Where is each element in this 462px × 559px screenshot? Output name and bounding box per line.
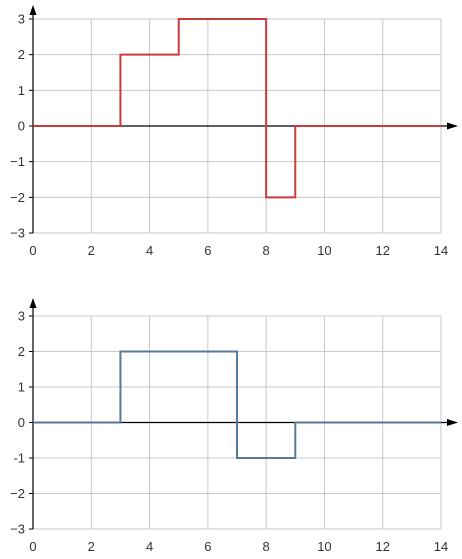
y-tick-label: 2 xyxy=(18,344,25,359)
x-tick-label: 0 xyxy=(29,243,36,258)
y-tick-label: −3 xyxy=(10,226,25,241)
y-tick-label: 3 xyxy=(18,12,25,27)
y-tick-label: -1 xyxy=(13,451,25,466)
y-axis-arrow-icon xyxy=(29,298,37,308)
x-tick-label: 8 xyxy=(263,243,270,258)
x-tick-label: 10 xyxy=(317,539,331,554)
series-line xyxy=(33,350,441,459)
y-tick-label: −1 xyxy=(10,154,25,169)
y-tick-label: −2 xyxy=(10,190,25,205)
x-axis-arrow-icon xyxy=(447,419,458,426)
x-tick-label: 4 xyxy=(146,539,153,554)
series-line xyxy=(33,18,441,199)
x-tick-label: 2 xyxy=(88,243,95,258)
x-tick-label: 14 xyxy=(434,243,448,258)
y-tick-label: 0 xyxy=(18,119,25,134)
x-tick-label: 12 xyxy=(375,539,389,554)
x-tick-label: 8 xyxy=(263,539,270,554)
y-tick-label: 0 xyxy=(18,415,25,430)
x-axis-arrow-icon xyxy=(447,122,458,130)
y-tick-label: −3 xyxy=(10,522,25,537)
y-tick-label: 2 xyxy=(18,47,25,62)
x-tick-label: 2 xyxy=(88,539,95,554)
y-tick-label: 1 xyxy=(18,83,25,98)
y-tick-label: 3 xyxy=(18,309,25,324)
x-tick-label: 0 xyxy=(29,539,36,554)
y-tick-label: −2 xyxy=(10,486,25,501)
x-tick-label: 14 xyxy=(434,539,448,554)
x-tick-label: 12 xyxy=(375,243,389,258)
x-tick-label: 6 xyxy=(204,539,211,554)
y-axis-arrow-icon xyxy=(29,5,37,15)
x-tick-label: 6 xyxy=(204,243,211,258)
y-tick-label: 1 xyxy=(18,380,25,395)
x-tick-label: 4 xyxy=(146,243,153,258)
x-tick-label: 10 xyxy=(317,243,331,258)
